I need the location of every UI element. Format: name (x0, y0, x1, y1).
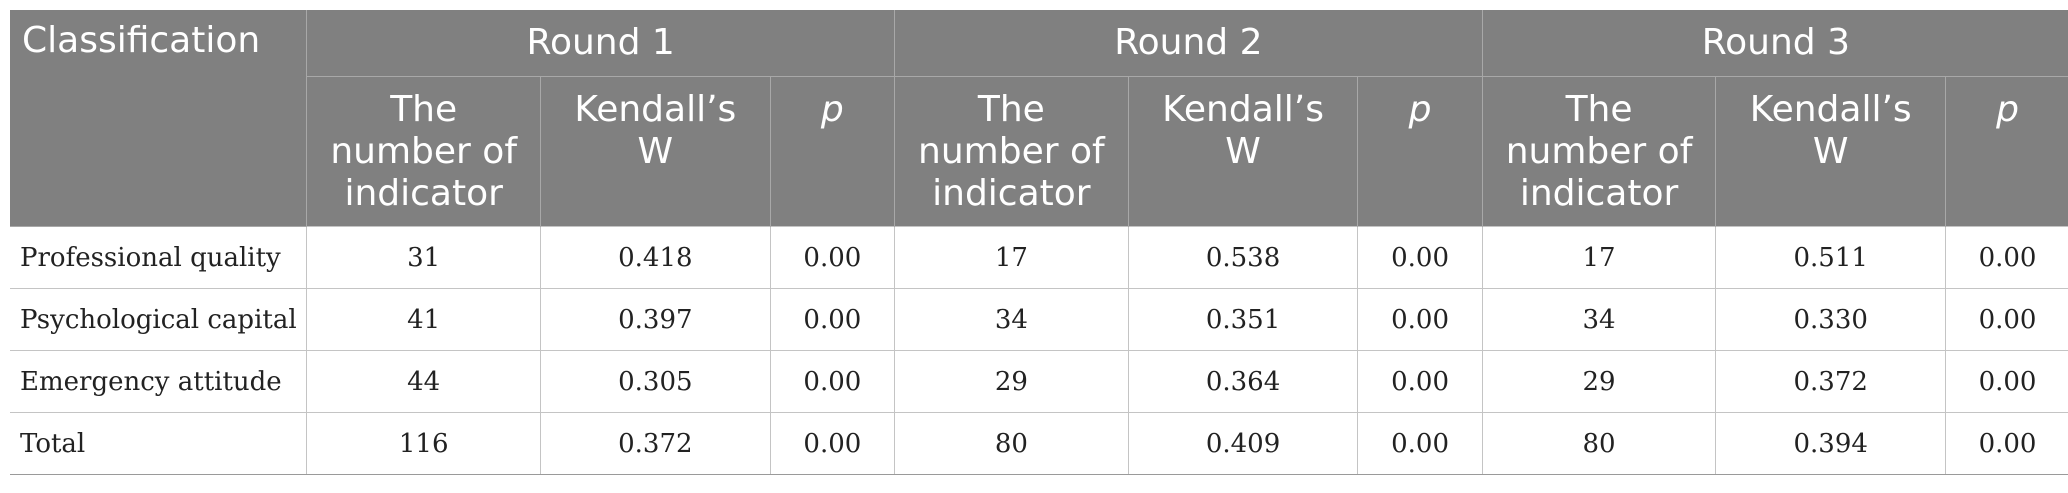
row-label: Professional quality (10, 226, 308, 289)
table-body: Professional quality 31 0.418 0.00 17 0.… (10, 226, 2068, 475)
results-table-container: Classification Round 1 Round 2 Round 3 T… (10, 10, 2068, 475)
round-1-header: Round 1 (306, 10, 896, 77)
cell-kendall-w: 0.397 (540, 288, 771, 351)
cell-p: 0.00 (1357, 288, 1483, 351)
table-row-total: Total 116 0.372 0.00 80 0.409 0.00 80 0.… (10, 412, 2068, 475)
table-row: Professional quality 31 0.418 0.00 17 0.… (10, 226, 2068, 289)
number-of-indicator-header: The number of indicator (894, 76, 1129, 227)
cell-number: 41 (306, 288, 542, 351)
cell-kendall-w: 0.511 (1715, 226, 1947, 289)
cell-kendall-w: 0.351 (1127, 288, 1359, 351)
header-row-rounds: Classification Round 1 Round 2 Round 3 (10, 10, 2068, 227)
cell-kendall-w: 0.364 (1127, 350, 1359, 413)
cell-number: 34 (894, 288, 1129, 351)
cell-number: 116 (306, 412, 542, 475)
p-value-header: p (1945, 76, 2068, 227)
row-label: Psychological capital (10, 288, 308, 351)
number-of-indicator-header: The number of indicator (306, 76, 542, 227)
kendall-w-table: Classification Round 1 Round 2 Round 3 T… (10, 10, 2068, 475)
row-label: Emergency attitude (10, 350, 308, 413)
kendalls-w-header: Kendall’s W (1127, 76, 1359, 227)
cell-number: 17 (1481, 226, 1717, 289)
table-header: Classification Round 1 Round 2 Round 3 T… (10, 10, 2068, 227)
cell-kendall-w: 0.305 (540, 350, 771, 413)
cell-p: 0.00 (1357, 226, 1483, 289)
classification-header: Classification (10, 10, 308, 227)
cell-p: 0.00 (769, 288, 896, 351)
cell-number: 80 (894, 412, 1129, 475)
cell-number: 80 (1481, 412, 1717, 475)
cell-number: 29 (894, 350, 1129, 413)
cell-kendall-w: 0.372 (540, 412, 771, 475)
cell-kendall-w: 0.538 (1127, 226, 1359, 289)
cell-p: 0.00 (1945, 412, 2068, 475)
cell-number: 31 (306, 226, 542, 289)
cell-p: 0.00 (769, 226, 896, 289)
cell-p: 0.00 (1357, 350, 1483, 413)
cell-p: 0.00 (1945, 226, 2068, 289)
round-2-header: Round 2 (894, 10, 1483, 77)
cell-number: 34 (1481, 288, 1717, 351)
cell-p: 0.00 (769, 412, 896, 475)
cell-kendall-w: 0.409 (1127, 412, 1359, 475)
cell-kendall-w: 0.330 (1715, 288, 1947, 351)
header-row-metrics: The number of indicator Kendall’s W p The nu… (10, 76, 2068, 227)
cell-p: 0.00 (769, 350, 896, 413)
kendalls-w-header: Kendall’s W (1715, 76, 1947, 227)
cell-p: 0.00 (1945, 350, 2068, 413)
kendalls-w-header: Kendall’s W (540, 76, 771, 227)
number-of-indicator-header: The number of indicator (1481, 76, 1717, 227)
round-3-header: Round 3 (1481, 10, 2068, 77)
cell-number: 17 (894, 226, 1129, 289)
cell-number: 44 (306, 350, 542, 413)
table-row: Emergency attitude 44 0.305 0.00 29 0.36… (10, 350, 2068, 413)
table-row: Psychological capital 41 0.397 0.00 34 0… (10, 288, 2068, 351)
p-value-header: p (1357, 76, 1483, 227)
cell-kendall-w: 0.394 (1715, 412, 1947, 475)
cell-p: 0.00 (1945, 288, 2068, 351)
row-label: Total (10, 412, 308, 475)
cell-kendall-w: 0.418 (540, 226, 771, 289)
cell-kendall-w: 0.372 (1715, 350, 1947, 413)
p-value-header: p (769, 76, 896, 227)
cell-p: 0.00 (1357, 412, 1483, 475)
cell-number: 29 (1481, 350, 1717, 413)
